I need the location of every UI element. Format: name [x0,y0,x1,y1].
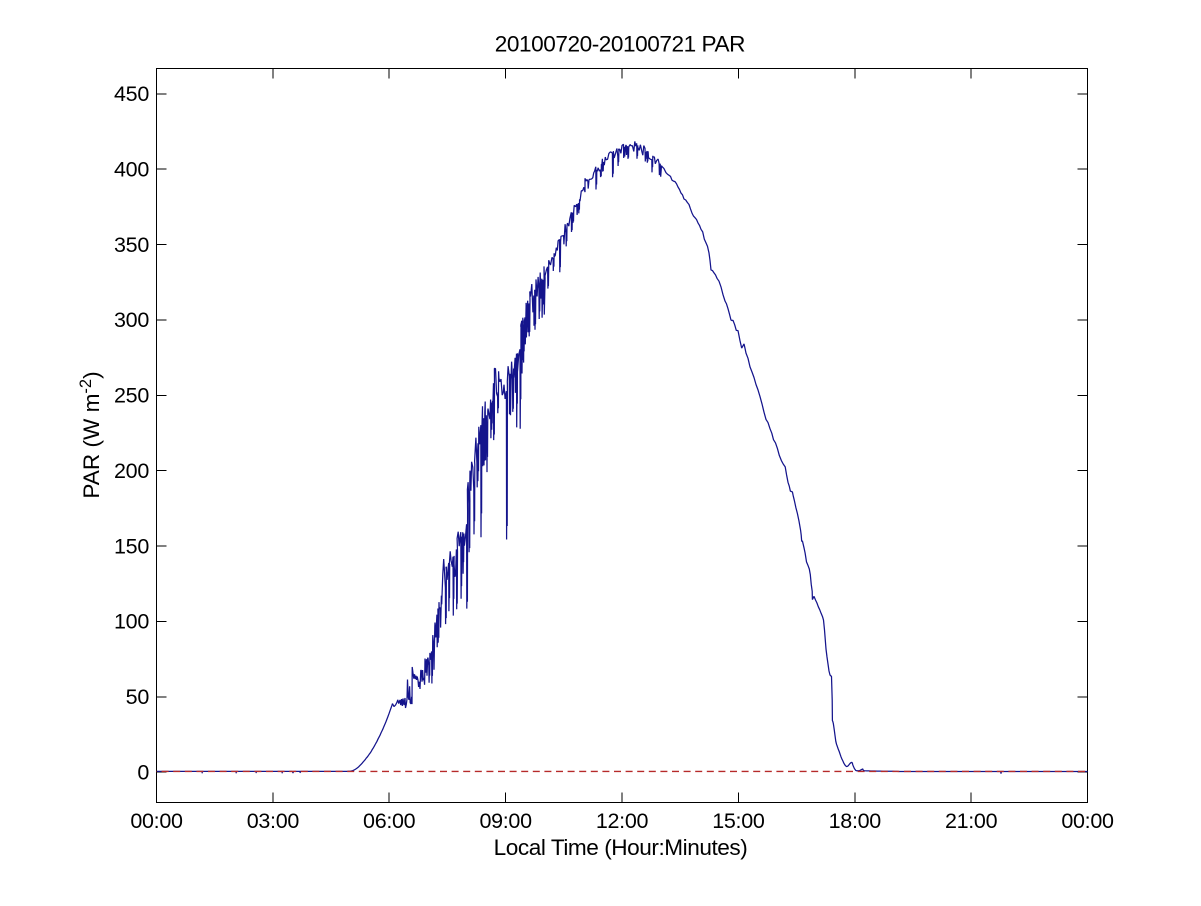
svg-text:15:00: 15:00 [712,809,765,833]
svg-text:18:00: 18:00 [829,809,882,833]
svg-text:12:00: 12:00 [596,809,649,833]
svg-text:09:00: 09:00 [479,809,532,833]
svg-text:50: 50 [126,685,150,709]
svg-text:250: 250 [114,384,149,408]
svg-text:0: 0 [137,761,149,785]
svg-text:00:00: 00:00 [130,809,183,833]
svg-text:100: 100 [114,610,149,634]
svg-text:06:00: 06:00 [363,809,416,833]
svg-text:00:00: 00:00 [1061,809,1114,833]
svg-text:03:00: 03:00 [247,809,300,833]
svg-text:20100720-20100721 PAR: 20100720-20100721 PAR [495,31,745,56]
svg-text:200: 200 [114,459,149,483]
svg-text:300: 300 [114,308,149,332]
svg-text:21:00: 21:00 [945,809,998,833]
svg-text:Local Time (Hour:Minutes): Local Time (Hour:Minutes) [494,835,748,860]
svg-text:350: 350 [114,233,149,257]
svg-text:400: 400 [114,158,149,182]
svg-text:150: 150 [114,534,149,558]
svg-text:450: 450 [114,82,149,106]
